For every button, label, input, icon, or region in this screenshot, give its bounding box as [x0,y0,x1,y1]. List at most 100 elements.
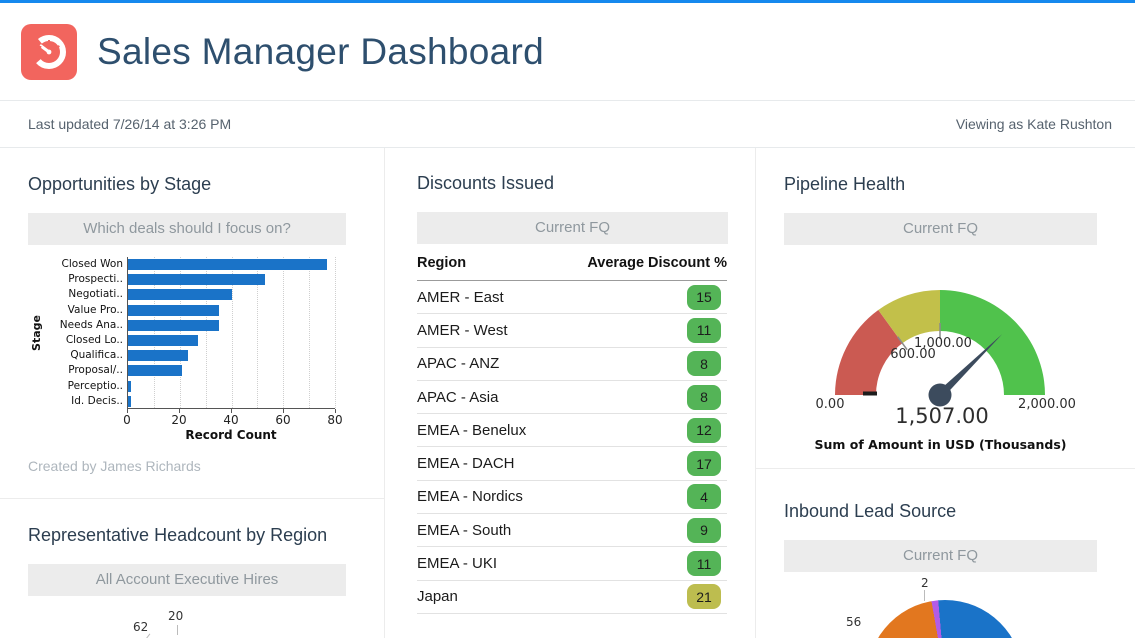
discounts-table: Region Average Discount % AMER - East 15 A… [417,244,727,614]
region-cell: APAC - Asia [417,388,499,406]
bar-closed-lo-[interactable] [128,335,198,347]
viewing-as-text[interactable]: Viewing as Kate Rushton [955,116,1112,132]
discount-badge[interactable]: 17 [687,451,721,477]
filter-box-headcount: All Account Executive Hires [28,564,346,596]
svg-text:1,507.00: 1,507.00 [895,404,989,428]
column-middle: Discounts Issued Current FQ Region Avera… [385,148,756,638]
x-tick-label: 60 [275,413,291,427]
bar-closed-won[interactable] [128,259,328,271]
discount-badge[interactable]: 12 [687,417,721,443]
discount-badge[interactable]: 8 [687,351,721,377]
bar-prospecti-[interactable] [128,274,266,286]
table-row: APAC - Asia 8 [417,381,727,415]
bar-qualifica-[interactable] [128,350,188,362]
pie-leader-line [924,590,925,601]
panel-title-inbound[interactable]: Inbound Lead Source [784,501,957,521]
inbound-pie-chart: 2 56 [756,572,1135,638]
svg-text:0.00: 0.00 [816,397,845,412]
region-cell: APAC - ANZ [417,355,500,373]
discount-badge[interactable]: 15 [687,284,721,310]
x-axis-ticks: 0 20 40 60 80 [123,409,343,427]
gauge-svg: 0.00 600.001,000.00 2,000.00 1,507.00 [816,290,1076,428]
table-row: EMEA - South 9 [417,514,727,548]
discount-badge[interactable]: 11 [687,317,721,343]
bar-category-label: Prospecti.. [68,273,123,286]
dashboard-body: Opportunities by Stage Which deals shoul… [0,148,1135,638]
table-row: EMEA - UKI 11 [417,547,727,581]
table-row: AMER - East 15 [417,281,727,315]
svg-text:2,000.00: 2,000.00 [1018,397,1076,412]
bar-category-label: Id. Decis.. [71,394,123,407]
pie-slice-label: 56 [846,615,862,629]
gridline [309,257,311,408]
pie-leader-line [177,625,178,635]
section-divider [0,498,384,499]
bar-category-label: Closed Lo.. [65,333,123,346]
table-row: EMEA - Benelux 12 [417,414,727,448]
region-cell: AMER - East [417,288,504,306]
bar-category-label: Negotiati.. [68,288,123,301]
section-divider [756,468,1135,469]
filter-box-pipeline: Current FQ [784,213,1097,245]
panel-title-opportunities[interactable]: Opportunities by Stage [28,174,212,194]
discount-badge[interactable]: 4 [687,484,721,510]
gridline [257,257,259,408]
panel-title-headcount[interactable]: Representative Headcount by Region [28,525,328,545]
column-header-region: Region [417,255,467,271]
bar-needs-ana-[interactable] [128,319,219,331]
bar-proposal-[interactable] [128,365,183,377]
panel-title-discounts[interactable]: Discounts Issued [417,173,555,193]
bar-category-label: Proposal/.. [68,364,123,377]
filter-box-opportunities: Which deals should I focus on? [28,213,346,245]
bar-negotiati-[interactable] [128,289,232,301]
pie-slice-label: 62 [133,620,149,634]
bar-plot-area: 0 20 40 60 80 Record Count [123,257,343,442]
table-row: EMEA - Nordics 4 [417,481,727,515]
svg-text:600.00: 600.00 [890,347,936,362]
bar-category-label: Closed Won [61,258,123,270]
table-row: AMER - West 11 [417,314,727,348]
page-title: Sales Manager Dashboard [97,30,545,72]
gridline [335,257,336,408]
bar-id-decis-[interactable] [128,395,131,407]
gridline [153,257,155,408]
x-axis-title: Record Count [185,428,277,442]
region-cell: EMEA - South [417,521,512,539]
info-bar: Last updated 7/26/14 at 3:26 PM Viewing … [0,101,1135,148]
filter-box-inbound: Current FQ [784,540,1097,572]
bar-category-label: Needs Ana.. [59,318,123,331]
region-cell: EMEA - DACH [417,455,515,473]
svg-text:1,000.00: 1,000.00 [914,336,972,351]
pie-circle[interactable] [867,600,1023,638]
discount-badge[interactable]: 9 [687,517,721,543]
region-cell: EMEA - Benelux [417,421,527,439]
discount-badge[interactable]: 11 [687,551,721,577]
pie-slice-label: 2 [921,576,929,590]
discount-badge[interactable]: 21 [687,584,721,610]
table-row: EMEA - DACH 17 [417,447,727,481]
discounts-table-header: Region Average Discount % [417,244,727,281]
column-header-discount: Average Discount % [587,255,727,271]
x-tick-label: 0 [123,413,131,427]
bar-value-pro-[interactable] [128,304,219,316]
discount-badge[interactable]: 8 [687,384,721,410]
region-cell: AMER - West [417,321,508,339]
gridline [179,257,181,408]
bar-category-labels: Closed Won Prospecti.. Negotiati.. Value Pr… [43,257,127,442]
region-cell: Japan [417,588,458,606]
last-updated-text: Last updated 7/26/14 at 3:26 PM [28,116,232,132]
gridline [283,257,285,408]
bar-category-label: Perceptio.. [67,379,123,392]
opportunities-bar-chart: Stage Closed Won Prospecti.. Negotiati.. Va… [30,257,384,442]
pie-slice-label: 20 [168,609,184,623]
filter-box-discounts: Current FQ [417,212,728,244]
pipeline-gauge-chart: 0.00 600.00 1,000.00 2,000.00 1,507.00 [756,245,1135,429]
pie-leader-line [144,633,151,638]
y-axis-title: Stage [30,314,43,351]
bar-perceptio-[interactable] [128,380,131,392]
created-by-text: Created by James Richards [28,458,201,474]
panel-title-pipeline[interactable]: Pipeline Health [784,174,906,194]
region-cell: EMEA - UKI [417,555,498,573]
table-row: APAC - ANZ 8 [417,348,727,381]
headcount-pie-chart: 62 20 [0,596,384,638]
